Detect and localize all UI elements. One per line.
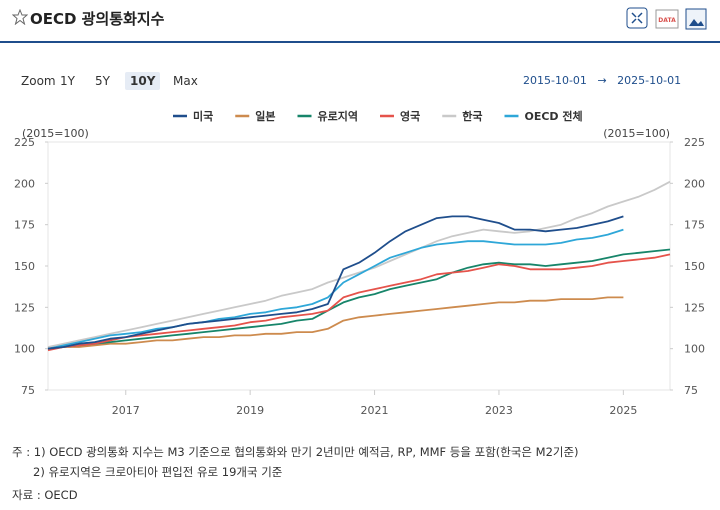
series-line — [47, 248, 671, 350]
series-line — [47, 253, 671, 352]
series-line — [47, 215, 624, 350]
page-title: OECD 광의통화지수 — [30, 10, 165, 28]
legend-label: 한국 — [462, 109, 482, 123]
plot-area — [47, 141, 671, 391]
header-rule — [0, 41, 720, 43]
date-arrow: → — [597, 74, 607, 87]
y-tick-label: 150 — [14, 260, 35, 273]
legend-item[interactable]: OECD 전체 — [504, 109, 583, 123]
legend-item[interactable]: 미국 — [173, 109, 213, 123]
x-tick-label: 2019 — [236, 404, 264, 417]
date-to[interactable]: 2025-10-01 — [617, 74, 682, 87]
y2-tick-label: 225 — [684, 136, 705, 149]
x-tick-label: 2023 — [485, 404, 513, 417]
x-tick-label: 2025 — [609, 404, 637, 417]
legend-item[interactable]: 일본 — [235, 109, 276, 123]
zoom-button[interactable]: Max — [173, 74, 198, 88]
legend-item[interactable]: 한국 — [442, 109, 482, 123]
star-icon[interactable] — [12, 9, 28, 25]
expand-icon[interactable] — [626, 7, 648, 29]
data-icon[interactable] — [655, 9, 679, 29]
chart: (2015=100) (2015=100) 75 100 125 150 175 200 225… — [14, 109, 705, 417]
date-from[interactable]: 2015-10-01 — [523, 74, 587, 87]
series-line — [47, 296, 624, 350]
y2-tick-label: 100 — [684, 343, 705, 356]
y-tick-label: 225 — [14, 136, 35, 149]
y2-tick-label: 175 — [684, 219, 705, 232]
x-tick-label: 2017 — [112, 404, 140, 417]
zoom-button[interactable]: 5Y — [95, 74, 110, 88]
y2-tick-label: 75 — [684, 384, 698, 397]
zoom-button[interactable]: 1Y — [60, 74, 75, 88]
legend-label: OECD 전체 — [524, 109, 582, 123]
y2-tick-label: 125 — [684, 301, 705, 314]
legend-label: 유로지역 — [318, 109, 358, 123]
series-line — [47, 228, 624, 350]
note: 2) 유로지역은 크로아티아 편입전 유로 19개국 기준 — [33, 465, 283, 479]
y-tick-label: 100 — [14, 343, 35, 356]
y-axis-title: (2015=100) — [22, 127, 89, 140]
toolbar: DATA — [626, 7, 707, 30]
note: 주 : 1) OECD 광의통화 지수는 M3 기준으로 협의통화와 만기 2년… — [12, 445, 579, 459]
legend-item[interactable]: 영국 — [379, 110, 420, 123]
legend-label: 미국 — [193, 109, 213, 123]
y2-axis-title: (2015=100) — [603, 127, 670, 140]
y-tick-label: 125 — [14, 301, 35, 314]
series-line — [47, 180, 671, 348]
legend-label: 일본 — [255, 109, 275, 123]
y-tick-label: 200 — [14, 177, 35, 190]
legend-label: 영국 — [400, 110, 420, 123]
y-tick-label: 175 — [14, 219, 35, 232]
y-tick-label: 75 — [21, 384, 35, 397]
y2-tick-label: 150 — [684, 260, 705, 273]
data-icon-label: DATA — [658, 17, 676, 24]
source: 자료 : OECD — [12, 488, 78, 502]
x-tick-label: 2021 — [361, 404, 389, 417]
y2-tick-label: 200 — [684, 177, 705, 190]
zoom-label: Zoom — [21, 74, 56, 88]
date-range: 2015-10-01 → 2025-10-01 — [523, 74, 681, 87]
zoom-button[interactable]: 10Y — [125, 72, 161, 90]
legend-item[interactable]: 유로지역 — [297, 109, 358, 123]
